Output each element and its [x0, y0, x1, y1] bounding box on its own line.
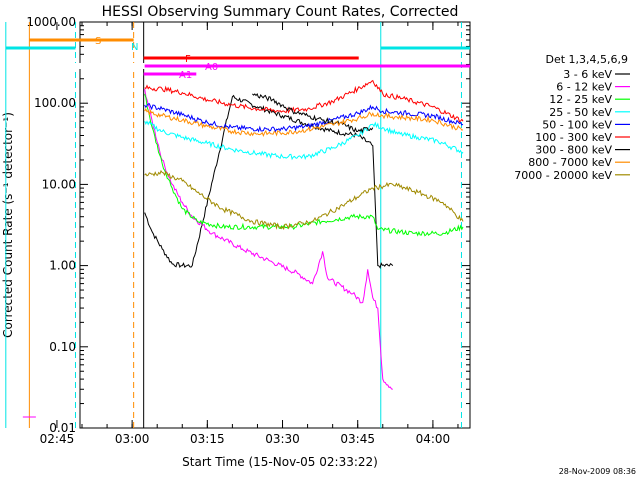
flag-label-s: S [95, 36, 101, 47]
chart-title: HESSI Observing Summary Count Rates, Cor… [102, 4, 459, 20]
flag-label-f: F [185, 54, 191, 65]
y-tick-label: 1.00 [49, 259, 76, 273]
legend-entry-label: 800 - 7000 keV [528, 156, 612, 169]
series-line-3 [144, 120, 464, 161]
legend-entry-label: 6 - 12 keV [556, 81, 612, 94]
footer-timestamp: 28-Nov-2009 08:36 [559, 467, 636, 476]
legend-entry-label: 50 - 100 keV [542, 118, 612, 131]
plot-frame [79, 21, 471, 429]
legend-entry-label: 25 - 50 keV [549, 106, 612, 119]
legend-entry-label: 12 - 25 keV [549, 93, 612, 106]
legend-entry-label: 100 - 300 keV [535, 131, 612, 144]
y-tick-label: 0.01 [49, 421, 76, 435]
series-line-0 [144, 94, 394, 269]
series-line-4 [144, 103, 464, 133]
series-line-1 [144, 88, 393, 390]
series-line-7 [144, 107, 464, 138]
series-line-8 [144, 169, 464, 231]
x-axis-label: Start Time (15-Nov-05 02:33:22) [182, 455, 378, 469]
flag-label-n: N [131, 42, 138, 53]
y-tick-label: 10.00 [42, 177, 76, 191]
legend-title: Det 1,3,4,5,6,9 [545, 53, 628, 66]
x-tick-label: 03:00 [115, 432, 150, 446]
y-tick-label: 100.00 [34, 96, 76, 110]
y-tick-label: 1000.00 [26, 15, 76, 29]
series-line-5 [144, 79, 464, 123]
x-tick-label: 02:45 [40, 432, 75, 446]
legend-entry-label: 7000 - 20000 keV [514, 169, 612, 182]
legend-entry-label: 300 - 800 keV [535, 144, 612, 157]
flag-label-a0: A0 [205, 62, 218, 73]
y-axis-label: Corrected Count Rate (s⁻¹ detector⁻¹) [1, 112, 15, 338]
x-tick-label: 03:30 [265, 432, 300, 446]
x-tick-label: 03:15 [190, 432, 225, 446]
y-tick-label: 0.10 [49, 340, 76, 354]
x-tick-label: 03:45 [340, 432, 375, 446]
x-tick-label: 04:00 [416, 432, 451, 446]
series-line-6 [252, 93, 374, 134]
flag-label-a1: A1 [179, 70, 192, 81]
legend-entry-label: 3 - 6 keV [563, 68, 612, 81]
